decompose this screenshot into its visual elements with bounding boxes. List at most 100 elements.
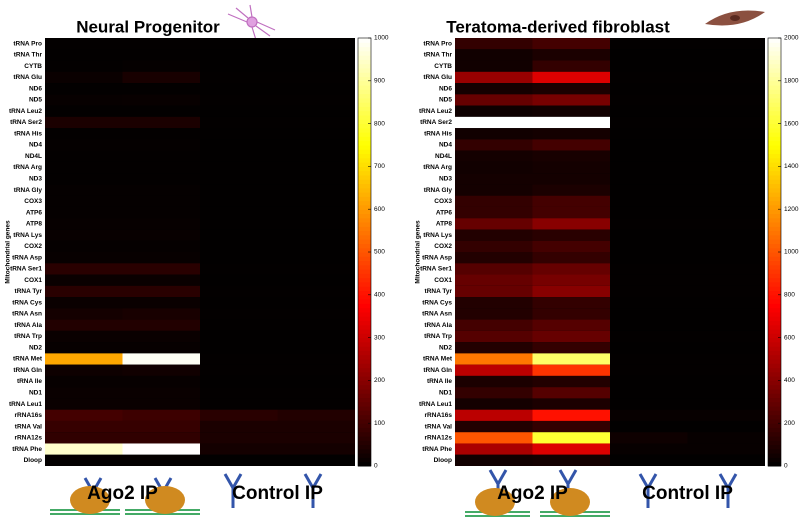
row-label: tRNA Leu2 — [419, 108, 452, 115]
colorbar-segment — [768, 436, 781, 441]
heat-cell — [277, 353, 355, 365]
heat-cell — [122, 454, 200, 466]
heat-cell — [687, 240, 765, 252]
row-label: tRNA Ala — [14, 322, 42, 329]
colorbar-segment — [358, 418, 371, 424]
colorbar-segment — [768, 307, 781, 313]
heat-cell — [200, 443, 278, 455]
heat-cell — [277, 240, 355, 252]
colorbar-segment — [768, 213, 781, 219]
heat-cell — [532, 229, 610, 241]
heat-cell — [687, 252, 765, 264]
heat-cell — [277, 263, 355, 275]
colorbar-tick-label: 500 — [374, 249, 385, 256]
colorbar-segment — [768, 102, 781, 107]
colorbar-segment — [768, 448, 781, 454]
colorbar-segment — [358, 200, 371, 206]
colorbar-segment — [358, 436, 371, 441]
heat-cell — [45, 105, 123, 117]
colorbar-segment — [358, 384, 371, 390]
colorbar-segment — [358, 324, 371, 330]
heat-cell — [532, 353, 610, 365]
heat-cell — [200, 240, 278, 252]
heat-cell — [45, 173, 123, 185]
colorbar-segment — [358, 119, 371, 125]
heat-cell — [687, 375, 765, 388]
heat-cell — [610, 443, 688, 455]
colorbar-tick-label: 1000 — [374, 35, 389, 42]
heat-cell — [687, 71, 765, 84]
heat-cell — [610, 49, 688, 61]
colorbar-segment — [358, 307, 371, 313]
heat-cell — [687, 116, 765, 129]
heat-cell — [200, 454, 278, 466]
colorbar-tick-label: 900 — [374, 78, 385, 85]
colorbar-segment — [768, 89, 781, 95]
colorbar-segment — [768, 333, 781, 339]
colorbar-tick-label: 200 — [374, 377, 385, 384]
heat-cell — [455, 150, 533, 162]
colorbar-segment — [358, 273, 371, 279]
colorbar-segment — [768, 217, 781, 223]
row-label: tRNA Tyr — [425, 288, 453, 295]
colorbar-segment — [358, 115, 371, 120]
colorbar-segment — [768, 174, 781, 180]
colorbar-tick-label: 800 — [784, 292, 795, 299]
colorbar-segment — [768, 209, 781, 214]
colorbar-segment — [768, 239, 781, 244]
heat-cell — [455, 94, 533, 106]
colorbar-segment — [768, 376, 781, 381]
row-label: tRNA Asp — [422, 254, 452, 261]
colorbar-segment — [358, 299, 371, 304]
colorbar-segment — [768, 388, 781, 394]
colorbar-segment — [768, 354, 781, 360]
heat-cell — [122, 274, 200, 286]
heat-cell — [532, 218, 610, 230]
colorbar-segment — [768, 67, 781, 73]
row-label: ND4 — [29, 142, 42, 149]
heat-cell — [200, 139, 278, 151]
column-group-label: Control IP — [232, 483, 323, 504]
colorbar-segment — [768, 367, 781, 373]
row-label: tRNA Leu1 — [419, 401, 452, 408]
heat-cell — [122, 308, 200, 320]
colorbar-segment — [358, 354, 371, 360]
heat-cell — [455, 263, 533, 275]
heat-cell — [532, 432, 610, 444]
row-label: tRNA Thr — [424, 52, 453, 59]
heat-cell — [455, 38, 533, 50]
colorbar-segment — [768, 72, 781, 78]
colorbar-segment — [768, 55, 781, 60]
colorbar-segment — [358, 187, 371, 193]
row-label: tRNA His — [424, 130, 452, 137]
heat-cell — [277, 319, 355, 331]
heat-cell — [532, 38, 610, 50]
colorbar-segment — [358, 174, 371, 180]
heat-cell — [455, 353, 533, 365]
heat-cell — [45, 184, 123, 196]
colorbar-segment — [358, 247, 371, 253]
colorbar-tick-label: 100 — [374, 420, 385, 427]
heat-cell — [532, 330, 610, 343]
colorbar-tick-label: 300 — [374, 334, 385, 341]
heat-cell — [455, 218, 533, 230]
heat-cell — [277, 218, 355, 230]
heat-cell — [200, 263, 278, 275]
heat-cell — [277, 94, 355, 106]
heat-cell — [455, 409, 533, 421]
heat-cell — [200, 274, 278, 286]
colorbar-segment — [358, 380, 371, 386]
colorbar-segment — [768, 393, 781, 399]
heat-cell — [45, 139, 123, 151]
heat-cell — [200, 218, 278, 230]
colorbar-segment — [768, 140, 781, 146]
heat-cell — [532, 308, 610, 320]
colorbar-segment — [358, 166, 371, 172]
colorbar-segment — [358, 256, 371, 262]
colorbar-segment — [768, 106, 781, 112]
colorbar-segment — [768, 290, 781, 296]
heat-cell — [45, 240, 123, 252]
colorbar-segment — [358, 85, 371, 90]
heat-cell — [610, 195, 688, 207]
colorbar-segment — [768, 200, 781, 206]
